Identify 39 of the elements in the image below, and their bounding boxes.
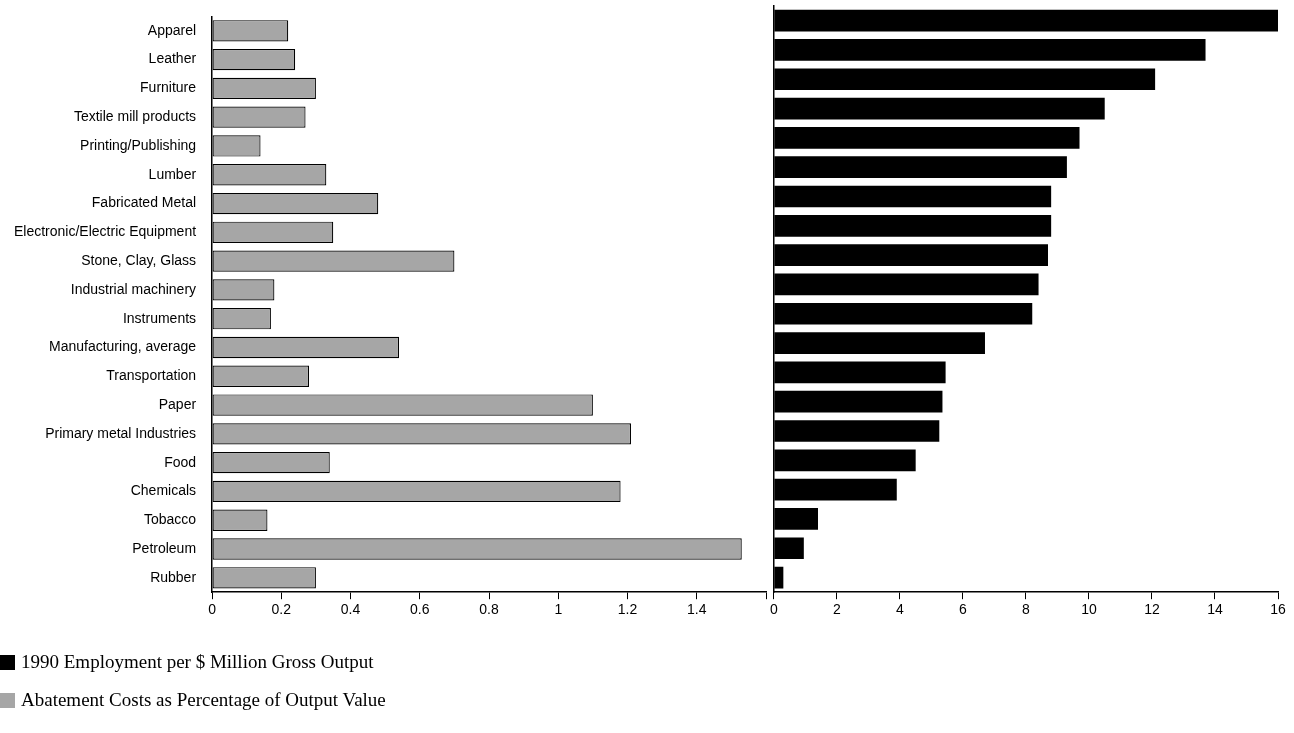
x-tick-label: 0.8 [479,601,499,618]
y-tick-label: Transportation [106,367,197,384]
legend-label: Abatement Costs as Percentage of Output Value [21,689,386,711]
y-tick-label: Leather [148,50,197,67]
x-tick-label: 0.6 [410,601,430,618]
x-tick-label: 6 [959,601,968,618]
x-tick-label: 0.4 [340,601,361,618]
x-tick-label: 1 [554,601,563,618]
x-tick-label: 0 [208,601,217,618]
y-tick-label: Primary metal Industries [45,424,197,441]
y-tick-label: Instruments [122,309,197,326]
y-tick-label: Paper [158,395,197,412]
y-tick-label: Stone, Clay, Glass [81,251,197,268]
x-tick-label: 4 [896,601,905,618]
y-tick-label: Printing/Publishing [80,136,197,153]
y-tick-label: Food [164,453,197,470]
y-tick-label: Chemicals [130,482,197,499]
x-tick-label: 10 [1081,601,1097,618]
x-tick-label: 12 [1144,601,1160,618]
legend-label: 1990 Employment per $ Million Gross Output [21,651,374,673]
x-tick-label: 16 [1270,601,1286,618]
x-tick-label: 2 [833,601,842,618]
y-tick-label: Industrial machinery [70,280,197,297]
x-tick-label: 8 [1022,601,1031,618]
y-tick-label: Fabricated Metal [91,194,197,211]
y-tick-label: Furniture [140,79,197,96]
y-tick-label: Lumber [148,165,197,182]
y-tick-label: Rubber [150,568,197,585]
x-tick-label: 1.2 [617,601,638,618]
y-tick-label: Tobacco [143,511,197,528]
y-tick-label: Petroleum [132,539,197,556]
y-tick-label: Textile mill products [73,108,197,125]
x-tick-label: 0 [769,601,778,618]
x-tick-label: 0.2 [271,601,292,618]
x-tick-label: 1.4 [687,601,707,618]
x-tick-label: 14 [1207,601,1223,618]
y-tick-label: Electronic/Electric Equipment [14,223,197,240]
y-tick-label: Manufacturing, average [48,338,197,355]
y-tick-label: Apparel [147,21,197,38]
